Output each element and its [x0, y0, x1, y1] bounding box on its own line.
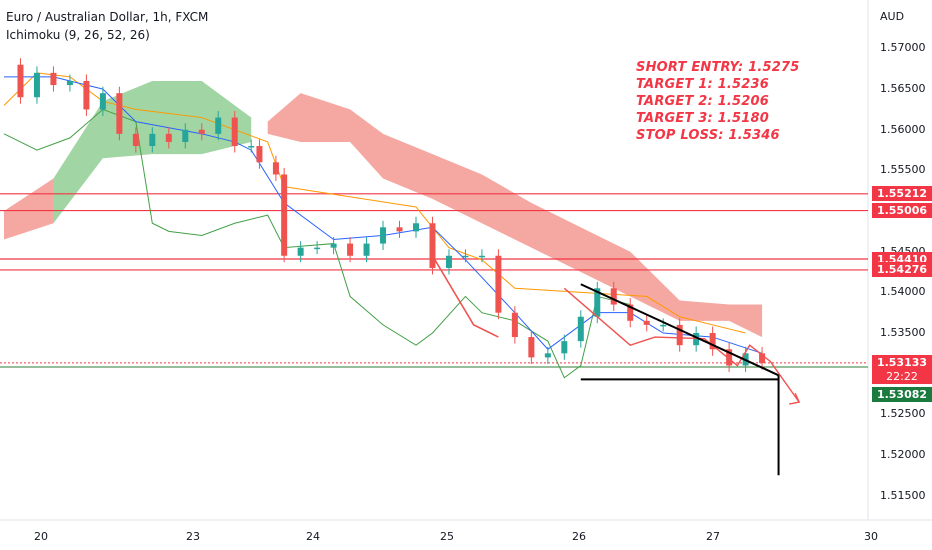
candle-body [314, 247, 321, 250]
candle-body [198, 129, 205, 134]
price-tick-label: 1.51500 [880, 488, 926, 502]
candle-body [215, 117, 222, 134]
cloud-bear-segment [4, 178, 54, 240]
candle-body [627, 304, 634, 321]
candle-body [544, 353, 551, 358]
candle-body [248, 146, 255, 148]
candle-body [132, 133, 139, 147]
candle-body [643, 320, 650, 325]
candle-body [726, 349, 733, 366]
target-1-annotation: TARGET 1: 1.5236 [636, 77, 770, 92]
price-tick-label: 1.57000 [880, 41, 926, 55]
cloud-bear-main [267, 93, 763, 338]
arrow-head [789, 392, 801, 405]
time-tick-label: 24 [306, 530, 320, 543]
candle-body [149, 133, 156, 147]
candle-body [363, 243, 370, 256]
price-tick-label: 1.53500 [880, 326, 926, 339]
time-tick-label: 23 [186, 530, 200, 543]
candle-body [561, 341, 568, 354]
candle-body [272, 162, 279, 175]
candle-body [297, 247, 304, 256]
candle-body [594, 288, 601, 317]
price-tick-label: 1.54000 [880, 285, 926, 299]
bar-countdown: 22:22 [872, 369, 932, 385]
candle-body [429, 223, 436, 268]
time-tick-label: 30 [864, 530, 878, 543]
candle-body [660, 324, 667, 327]
candle-body [528, 337, 535, 358]
price-tag: 1.54276 [872, 262, 932, 278]
candle-body [676, 324, 683, 346]
short-entry-annotation: SHORT ENTRY: 1.5275 [636, 60, 800, 75]
time-tick-label: 27 [706, 530, 720, 543]
candle-body [759, 353, 766, 364]
currency-label: AUD [880, 10, 905, 23]
price-tag: 1.55006 [872, 203, 932, 219]
candle-body [116, 93, 123, 134]
price-tag: 1.53133 [872, 355, 932, 371]
price-tick-label: 1.52500 [880, 407, 926, 421]
triangle-line [580, 283, 779, 377]
target-2-annotation: TARGET 2: 1.5206 [636, 94, 770, 109]
candle-body [462, 255, 469, 258]
indicator-label[interactable]: Ichimoku (9, 26, 52, 26) [6, 28, 150, 42]
candle-body [83, 80, 90, 110]
candle-body [380, 227, 387, 244]
candle-body [231, 117, 238, 147]
price-tick-label: 1.56500 [880, 82, 926, 96]
candle-body [330, 243, 337, 248]
candle-body [445, 255, 452, 268]
candle-body [709, 333, 716, 350]
time-tick-label: 25 [440, 530, 454, 543]
candle-body [495, 255, 502, 313]
candle-body [33, 72, 40, 98]
stop-loss-annotation: STOP LOSS: 1.5346 [636, 128, 780, 143]
candle-body [165, 133, 172, 142]
wave-arrow-1 [431, 255, 499, 338]
time-tick-label: 26 [572, 530, 586, 543]
candle-body [182, 129, 189, 142]
target-3-annotation: TARGET 3: 1.5180 [636, 111, 770, 126]
candle-body [66, 80, 73, 86]
time-tick-label: 20 [34, 530, 48, 543]
candle-body [511, 312, 518, 338]
price-tag: 1.55212 [872, 186, 932, 202]
candle-body [256, 146, 263, 163]
candle-body [281, 174, 288, 256]
candle-body [413, 223, 419, 232]
candle-body [50, 72, 57, 86]
projection-arrow [563, 287, 800, 403]
price-tick-label: 1.56000 [880, 122, 926, 136]
candle-body [17, 64, 24, 98]
candle-body [577, 316, 584, 342]
price-tick-label: 1.55500 [880, 163, 926, 177]
candle-body [610, 288, 617, 305]
symbol-title[interactable]: Euro / Australian Dollar, 1h, FXCM [6, 10, 209, 24]
price-tag: 1.53082 [872, 386, 932, 402]
candle-body [99, 93, 106, 110]
candle-body [347, 243, 354, 256]
candle-body [396, 227, 403, 232]
price-tick-label: 1.52000 [880, 447, 926, 461]
candle-body [478, 255, 485, 258]
